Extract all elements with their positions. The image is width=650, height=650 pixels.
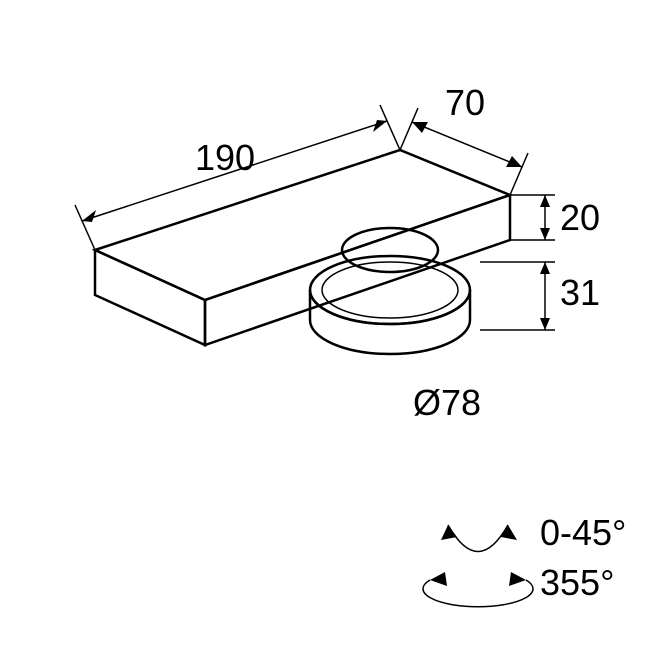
dim-diameter: Ø78 (413, 382, 481, 423)
dim-width: 70 (400, 82, 528, 195)
dim-height-top: 20 (510, 195, 600, 240)
technical-drawing: 190 70 20 31 Ø78 (0, 0, 650, 650)
swivel-range-label: 355° (540, 562, 614, 603)
dim-length-label: 190 (195, 137, 255, 178)
tilt-range-label: 0-45° (540, 512, 626, 553)
dim-width-label: 70 (445, 82, 485, 123)
spotlight-head (310, 228, 470, 354)
base-box (95, 150, 510, 345)
dim-height-bottom: 31 (480, 262, 600, 330)
dim-length: 190 (75, 105, 400, 250)
rotation-icon: 0-45° 355° (423, 512, 626, 607)
dim-height-bottom-label: 31 (560, 272, 600, 313)
dim-height-top-label: 20 (560, 197, 600, 238)
dim-diameter-label: Ø78 (413, 382, 481, 423)
